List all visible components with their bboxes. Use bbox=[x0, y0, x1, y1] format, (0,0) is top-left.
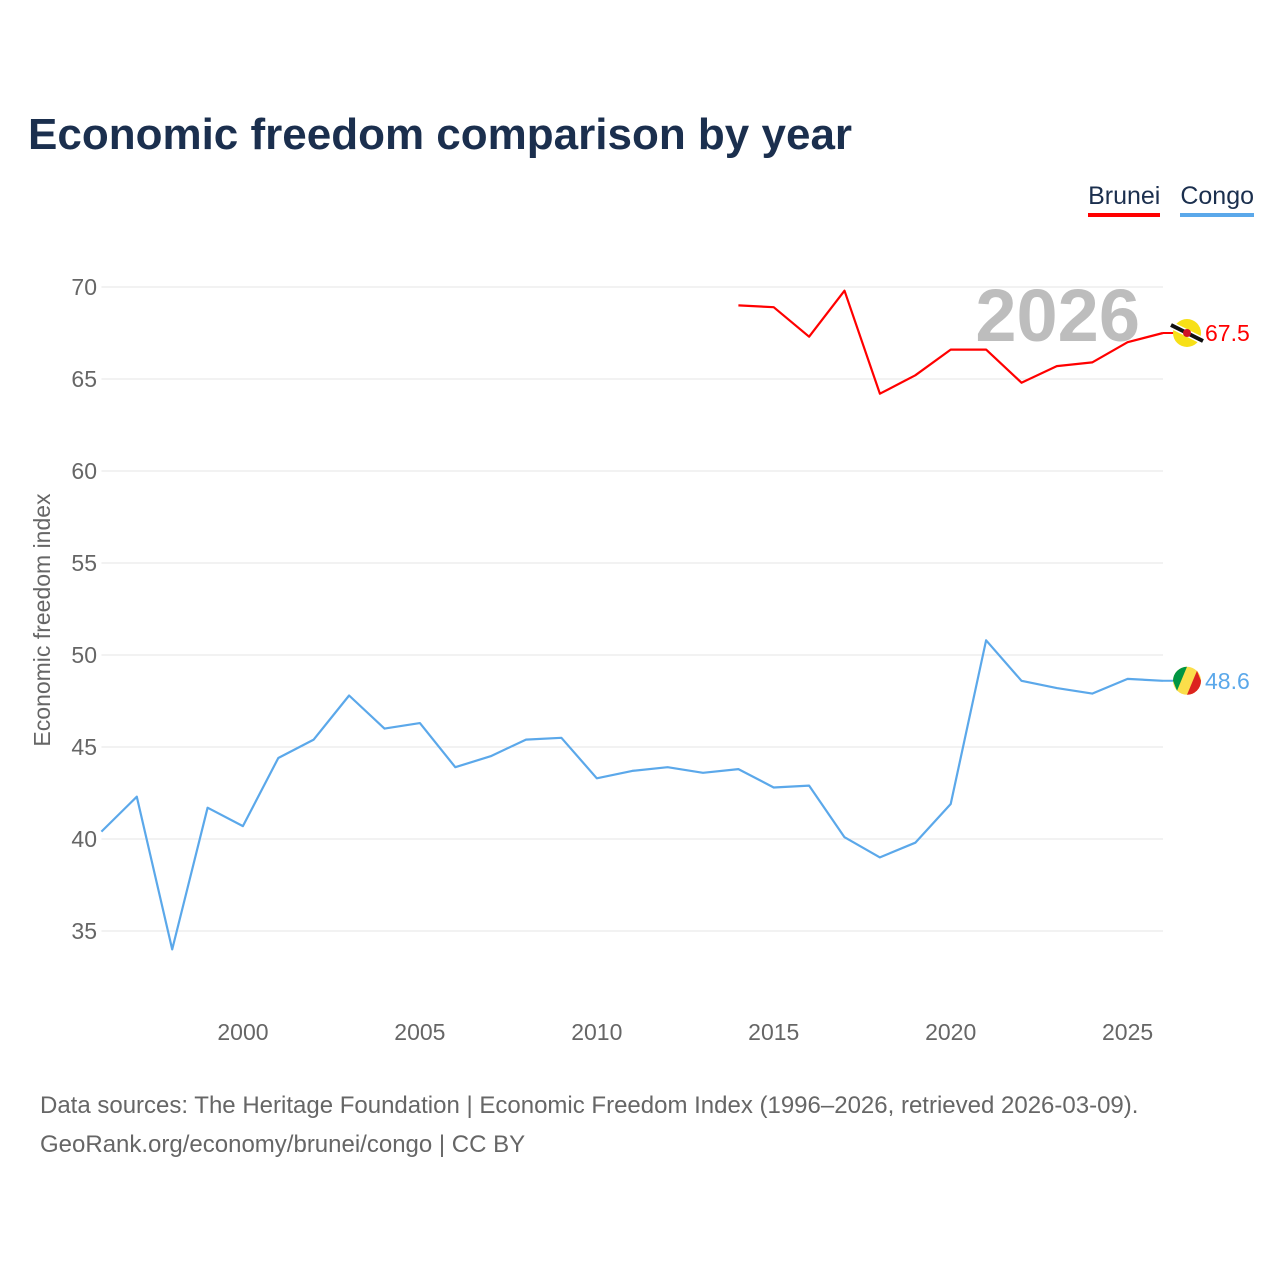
data-point bbox=[241, 824, 245, 828]
data-point bbox=[913, 841, 917, 845]
data-point bbox=[489, 754, 493, 758]
data-point bbox=[135, 795, 139, 799]
data-point bbox=[736, 767, 740, 771]
x-tick-label: 2005 bbox=[394, 1019, 445, 1045]
data-point bbox=[1055, 364, 1059, 368]
y-tick-label: 65 bbox=[71, 366, 97, 392]
data-point bbox=[1126, 340, 1130, 344]
data-point bbox=[170, 947, 174, 951]
data-point bbox=[1019, 679, 1023, 683]
source-line-1: Data sources: The Heritage Foundation | … bbox=[40, 1092, 1139, 1119]
source-line-2[interactable]: GeoRank.org/economy/brunei/congo | CC BY bbox=[40, 1131, 526, 1158]
flag-emblem bbox=[1183, 329, 1191, 337]
y-axis-label: Economic freedom index bbox=[29, 493, 55, 747]
data-point bbox=[524, 738, 528, 742]
legend-item-brunei[interactable]: Brunei bbox=[1088, 182, 1161, 217]
flag-red bbox=[1187, 670, 1201, 695]
data-point bbox=[843, 289, 847, 293]
y-tick-label: 35 bbox=[71, 918, 97, 944]
legend: Brunei Congo bbox=[1088, 182, 1254, 217]
y-tick-label: 40 bbox=[71, 826, 97, 852]
data-point bbox=[913, 373, 917, 377]
x-tick-label: 2025 bbox=[1102, 1019, 1153, 1045]
data-point bbox=[347, 693, 351, 697]
data-point bbox=[630, 769, 634, 773]
end-value-label-brunei: 67.5 bbox=[1205, 320, 1250, 346]
data-point bbox=[1090, 692, 1094, 696]
data-point bbox=[1055, 686, 1059, 690]
current-year-watermark: 2026 bbox=[975, 274, 1140, 357]
flag-green bbox=[1173, 666, 1187, 691]
data-point bbox=[843, 835, 847, 839]
source-note: Data sources: The Heritage Foundation | … bbox=[40, 1086, 1138, 1164]
data-point bbox=[772, 785, 776, 789]
y-tick-label: 55 bbox=[71, 550, 97, 576]
y-tick-label: 60 bbox=[71, 458, 97, 484]
y-tick-label: 45 bbox=[71, 734, 97, 760]
data-point bbox=[559, 736, 563, 740]
data-point bbox=[99, 830, 103, 834]
data-point bbox=[453, 765, 457, 769]
data-point bbox=[666, 765, 670, 769]
series-line-congo bbox=[100, 639, 1164, 951]
data-point bbox=[878, 855, 882, 859]
data-point bbox=[276, 756, 280, 760]
data-point bbox=[984, 348, 988, 352]
x-tick-label: 2020 bbox=[925, 1019, 976, 1045]
data-point bbox=[772, 305, 776, 309]
y-tick-label: 50 bbox=[71, 642, 97, 668]
legend-item-congo[interactable]: Congo bbox=[1180, 182, 1254, 217]
data-point bbox=[206, 806, 210, 810]
series-line-brunei bbox=[738, 289, 1164, 395]
end-value-label-congo: 48.6 bbox=[1205, 668, 1250, 694]
y-tick-label: 70 bbox=[71, 274, 97, 300]
x-tick-label: 2000 bbox=[217, 1019, 268, 1045]
data-point bbox=[878, 392, 882, 396]
data-point bbox=[1126, 677, 1130, 681]
chart-title: Economic freedom comparison by year bbox=[28, 110, 853, 159]
data-point bbox=[418, 721, 422, 725]
data-point bbox=[1019, 381, 1023, 385]
data-point bbox=[701, 771, 705, 775]
data-point bbox=[807, 335, 811, 339]
data-point bbox=[807, 784, 811, 788]
x-tick-label: 2010 bbox=[571, 1019, 622, 1045]
data-point bbox=[382, 727, 386, 731]
data-point bbox=[949, 802, 953, 806]
data-point bbox=[736, 303, 740, 307]
x-tick-label: 2015 bbox=[748, 1019, 799, 1045]
data-point bbox=[595, 776, 599, 780]
data-point bbox=[312, 738, 316, 742]
data-point bbox=[984, 638, 988, 642]
data-point bbox=[949, 348, 953, 352]
data-point bbox=[1090, 360, 1094, 364]
